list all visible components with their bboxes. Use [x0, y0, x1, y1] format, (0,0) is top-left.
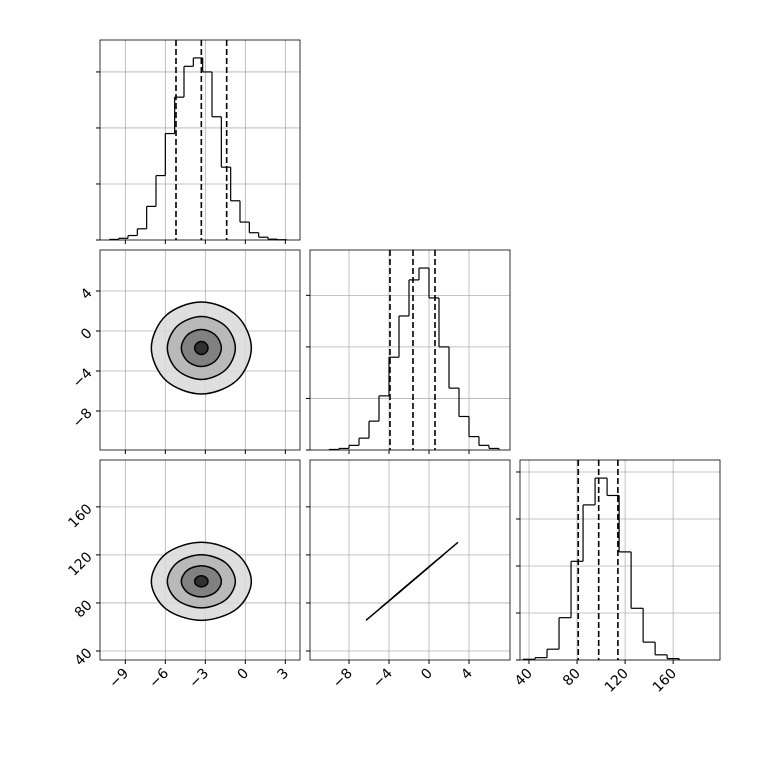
x-tick-label: 0: [235, 666, 253, 684]
contour: [405, 575, 419, 588]
x-tick-label: 0: [418, 666, 436, 684]
y-tick-label: 0: [78, 325, 96, 343]
y-tick-label: 80: [72, 597, 96, 621]
panel-frame: [309, 249, 511, 451]
x-tick-label: 40: [512, 666, 536, 690]
panel-frame: [99, 459, 301, 661]
y-tick-label: −8: [70, 405, 96, 431]
y-tick-label: 40: [72, 645, 96, 669]
y-tick-label: 4: [78, 285, 96, 303]
x-tick-label: −9: [106, 666, 132, 692]
x-tick-label: 3: [275, 666, 293, 684]
x-tick-label: −4: [370, 665, 396, 691]
panel-frame: [519, 459, 721, 661]
x-tick-label: 80: [560, 666, 584, 690]
panel-frame: [309, 459, 511, 661]
y-tick-label: 160: [65, 501, 95, 531]
x-tick-label: 4: [458, 665, 476, 683]
x-tick-label: −8: [330, 666, 356, 692]
panel-frame: [99, 39, 301, 241]
y-tick-label: −4: [70, 365, 96, 391]
x-tick-label: −3: [186, 666, 212, 692]
contour: [193, 575, 209, 588]
x-tick-label: 160: [650, 666, 680, 696]
panel-frame: [99, 249, 301, 451]
y-tick-label: 120: [65, 549, 95, 579]
x-tick-label: −6: [146, 665, 172, 691]
x-tick-label: 120: [602, 666, 632, 696]
contour: [193, 340, 209, 356]
